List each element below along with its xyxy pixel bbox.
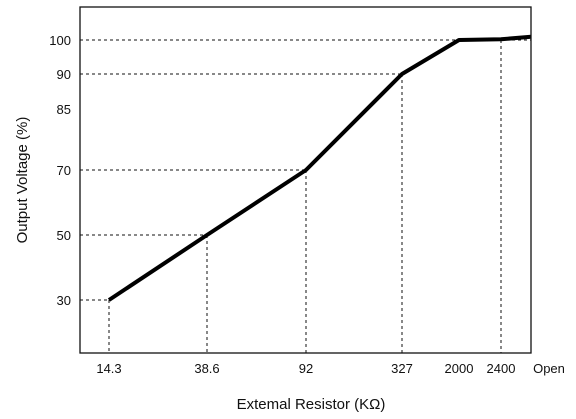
y-tick-label: 50 [57,228,71,243]
x-axis-title: Extemal Resistor (KΩ) [237,396,386,413]
x-tick-label: Open [533,361,565,376]
x-tick-label: 2000 [445,361,474,376]
y-tick-label: 30 [57,293,71,308]
series-line [107,34,532,302]
y-tick-label: 70 [57,163,71,178]
y-tick-label: 85 [57,102,71,117]
x-tick-label: 38.6 [194,361,219,376]
tick-labels: 30 50 70 85 90 100 14.3 38.6 92 327 2000 2400 Open [49,33,565,376]
x-tick-label: 327 [391,361,413,376]
plot-frame [79,6,532,354]
x-tick-label: 14.3 [96,361,121,376]
x-tick-label: 92 [299,361,313,376]
y-axis-title: Output Voltage (%) [14,117,31,244]
y-tick-label: 90 [57,67,71,82]
guide-lines [80,39,531,353]
x-tick-label: 2400 [487,361,516,376]
y-tick-label: 100 [49,33,71,48]
